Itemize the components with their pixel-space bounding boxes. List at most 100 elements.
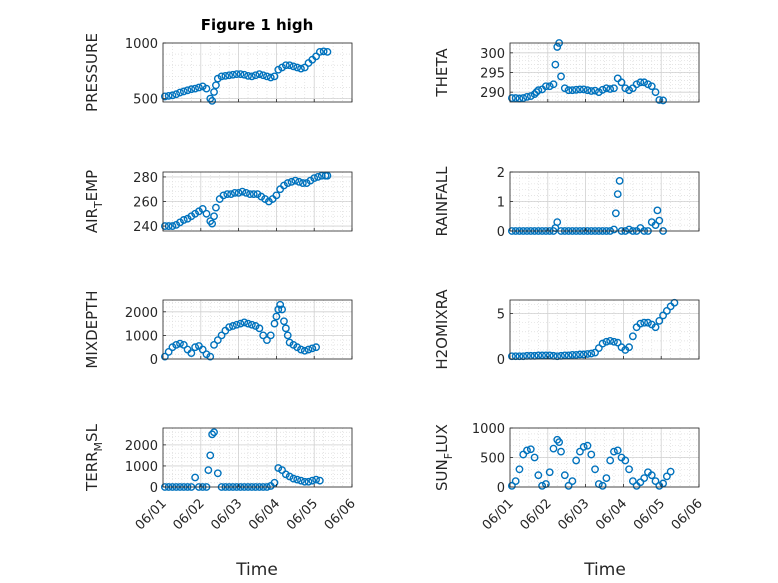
data-point: [526, 445, 535, 454]
y-tick-label: 240: [133, 220, 158, 235]
data-point: [621, 456, 630, 465]
data-point: [530, 453, 539, 462]
data-point: [319, 47, 328, 56]
y-tick-label: 280: [133, 171, 158, 186]
data-point: [274, 464, 283, 472]
data-point: [298, 179, 307, 187]
data-point: [213, 336, 222, 345]
subplot-theta: 290 295 300 THETA: [433, 39, 700, 105]
data-point: [164, 348, 173, 356]
data-point: [274, 305, 283, 314]
data-point: [168, 91, 177, 100]
data-point: [219, 191, 228, 200]
data-point: [179, 216, 188, 224]
data-point: [613, 446, 622, 455]
data-point: [560, 84, 569, 93]
data-point: [515, 465, 524, 474]
data-point: [610, 84, 618, 93]
subplot-terr-msl: 0 1000 2000 06/01 06/02 06/03 06/04 06/05 06/06 T…: [83, 423, 359, 533]
data-point: [511, 94, 520, 102]
subplot-h2omixra: 0 5 H2OMIXRA: [433, 289, 700, 370]
data-point: [281, 61, 290, 70]
subplot-sun-flux: 0 500 1000 06/01 06/02 06/03 06/04 06/05 06/06 SU…: [433, 422, 706, 533]
data-point: [598, 481, 607, 490]
data-point: [576, 447, 584, 456]
data-point: [507, 94, 516, 102]
data-point: [640, 78, 649, 87]
data-point: [551, 60, 560, 69]
data-point: [195, 83, 203, 92]
data-point: [572, 351, 581, 359]
data-point: [172, 340, 181, 349]
data-point: [621, 84, 630, 93]
data-point: [297, 345, 305, 354]
data-point: [662, 472, 671, 481]
y-tick-label: 260: [133, 196, 158, 211]
x-axis-label-left: Time: [235, 560, 278, 580]
plot-area: [510, 300, 699, 359]
data-point: [274, 65, 283, 74]
data-point: [280, 317, 288, 326]
data-point: [263, 336, 271, 345]
data-point: [507, 352, 516, 361]
data-point: [587, 87, 596, 95]
y-axis-label: PRESSURE: [83, 33, 101, 112]
data-point: [666, 467, 675, 476]
y-tick-label: 500: [133, 93, 158, 108]
subplot-rainfall: 0 1 2 RAINFALL: [433, 166, 700, 240]
x-tick-label: 06/02: [518, 496, 555, 533]
data-point: [625, 465, 633, 474]
y-tick-label: 1000: [472, 422, 505, 437]
data-point: [198, 82, 207, 91]
data-point: [591, 348, 599, 357]
data-point: [538, 351, 547, 360]
data-point: [591, 465, 599, 474]
data-point: [628, 332, 637, 341]
data-point: [557, 72, 565, 81]
y-tick-label: 0: [150, 353, 158, 368]
y-tick-label: 1000: [125, 37, 158, 52]
data-point: [553, 218, 562, 227]
data-point: [278, 305, 286, 314]
axes-box: [509, 299, 700, 360]
data-point: [308, 476, 317, 485]
data-point: [281, 324, 290, 333]
data-point: [655, 316, 664, 325]
data-point: [289, 62, 298, 71]
data-point: [572, 456, 581, 465]
x-tick-label: 06/06: [322, 496, 359, 533]
data-point: [564, 86, 573, 95]
data-point: [238, 187, 247, 196]
data-point: [212, 203, 220, 212]
data-point: [242, 188, 251, 197]
data-point: [212, 81, 220, 90]
data-point: [545, 82, 554, 91]
data-point: [636, 78, 645, 87]
y-tick-label: 5: [497, 308, 505, 323]
data-point: [202, 84, 211, 93]
data-point: [523, 92, 531, 101]
data-point: [323, 171, 332, 180]
y-axis-label: SUNFLUX: [433, 424, 455, 491]
y-axis-label: TERRMSL: [83, 423, 105, 492]
y-tick-label: 2000: [125, 306, 158, 321]
data-point: [285, 472, 294, 481]
data-point: [234, 188, 243, 197]
y-axis-label: AIRTEMP: [83, 170, 105, 233]
data-point: [310, 174, 319, 183]
data-point: [270, 478, 279, 487]
data-point: [229, 70, 237, 79]
data-point: [640, 318, 649, 327]
data-point: [246, 190, 254, 199]
data-point: [507, 481, 516, 490]
data-point: [615, 176, 624, 185]
data-point: [300, 346, 309, 355]
data-point: [206, 352, 215, 361]
data-point: [583, 86, 592, 95]
x-tick-label: 06/03: [555, 496, 592, 533]
x-tick-label: 06/06: [669, 496, 706, 533]
x-tick-label: 06/04: [593, 496, 630, 533]
data-point: [208, 430, 217, 439]
data-point: [164, 91, 173, 100]
x-axis-label-right: Time: [583, 560, 626, 580]
